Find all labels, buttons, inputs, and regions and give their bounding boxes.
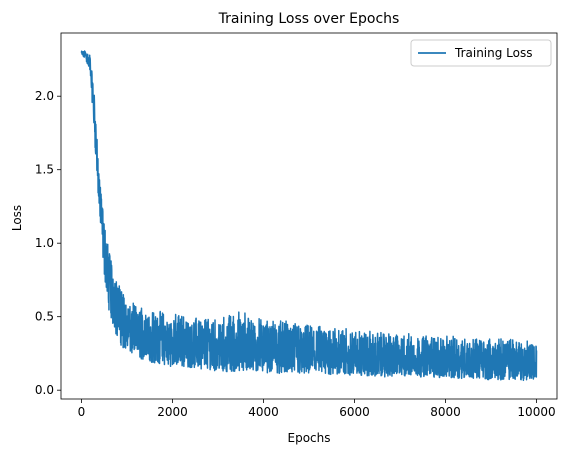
y-tick-label: 1.0 — [35, 236, 54, 250]
x-tick-label: 2000 — [157, 405, 188, 419]
x-tick-label: 10000 — [517, 405, 555, 419]
series-line-training-loss — [80, 50, 538, 382]
y-tick-label: 1.5 — [35, 163, 54, 177]
legend: Training Loss — [410, 39, 552, 67]
y-axis-label: Loss — [10, 205, 24, 231]
series-layer — [80, 50, 538, 382]
axes-layer: 0 2000 4000 6000 8000 10000 0.0 0.5 1.0 1.5 2.0 — [35, 32, 558, 419]
chart-title: Training Loss over Epochs — [218, 11, 400, 27]
x-tick-label: 8000 — [430, 405, 461, 419]
legend-label: Training Loss — [454, 46, 532, 60]
x-tick-label: 6000 — [339, 405, 370, 419]
plot-frame — [60, 32, 558, 400]
y-tick-label: 0.0 — [35, 383, 54, 397]
x-axis-label: Epochs — [288, 431, 331, 445]
y-tick-label: 0.5 — [35, 310, 54, 324]
y-tick-label: 2.0 — [35, 89, 54, 103]
x-tick-label: 0 — [78, 405, 86, 419]
legend-box — [410, 39, 552, 67]
x-tick-label: 4000 — [248, 405, 279, 419]
